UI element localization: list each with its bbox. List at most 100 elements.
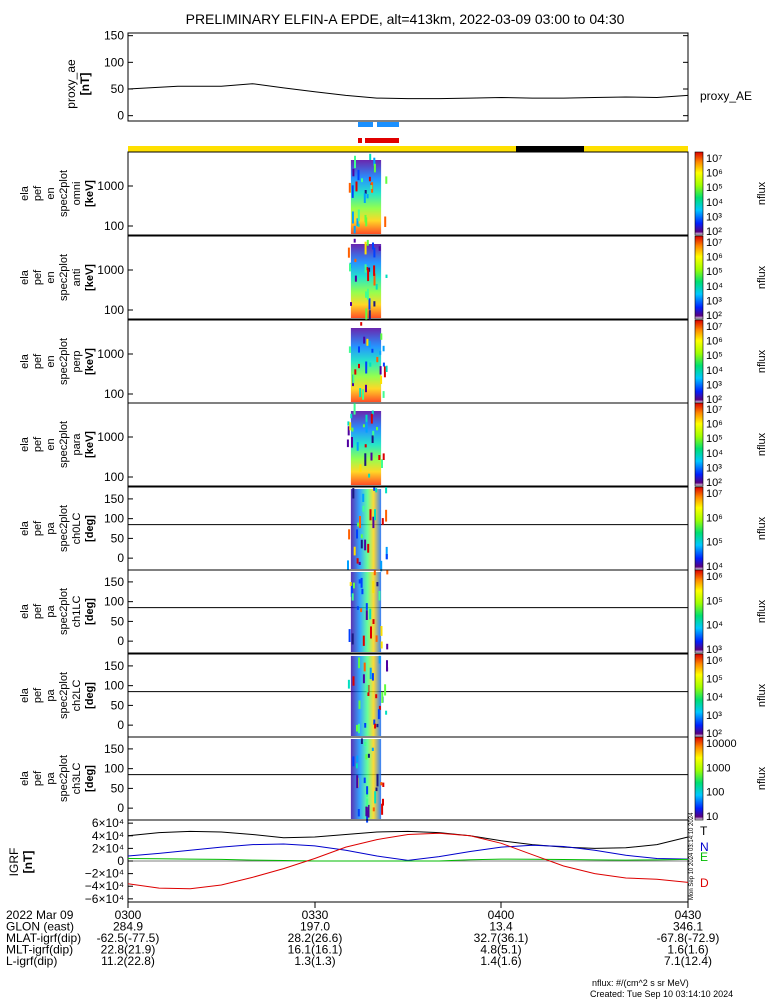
time-axis-value: 1.6(1.6) — [667, 943, 708, 957]
spectrogram-pixel — [357, 209, 360, 222]
spectrogram-pixel — [360, 534, 363, 539]
spectrogram-pixel — [370, 413, 373, 424]
spectrogram-pixel — [363, 336, 366, 344]
igrf-legend-d: D — [700, 876, 709, 890]
spectrogram-pixel — [347, 679, 350, 689]
igrf-series-d — [127, 832, 689, 890]
proxy-ae-legend: proxy_AE — [700, 89, 752, 103]
colorbar-tick-label: 10³ — [706, 211, 722, 223]
colorbar-tick-label: 10⁴ — [706, 197, 723, 209]
spectrogram-ylabel-line: en — [45, 438, 57, 450]
time-axis-value: 346.1 — [673, 920, 703, 934]
spectrogram-pixel — [356, 218, 359, 226]
spectrogram-pixel — [375, 635, 378, 642]
spectrogram-pixel — [364, 742, 367, 746]
spectrogram-pixel — [352, 374, 355, 384]
spectrogram-pixel — [348, 346, 351, 353]
colorbar-tick-label: 10⁶ — [706, 419, 723, 431]
spectrogram-pixel — [373, 301, 376, 307]
colorbar-tick-label: 10⁴ — [706, 692, 723, 704]
colorbar-gradient — [694, 319, 704, 404]
spectrogram-pixel — [381, 691, 384, 703]
spectrogram-panel-7: ela pef pa spec2plot ch2LC [deg] 150 100 50 0 — [19, 653, 689, 738]
spectrogram-data-region — [350, 489, 382, 569]
igrf-ylabel-line2: [nT] — [21, 851, 35, 874]
time-axis-row-label: L-igrf(dip) — [6, 954, 57, 968]
spectrogram-pixel — [373, 273, 376, 286]
spectrogram-panel-3: ela pef en spec2plot perp [keV] 1000 100 — [19, 319, 689, 404]
spectrogram-pixel — [378, 590, 381, 601]
spectrogram-tick-label: 100 — [104, 219, 124, 233]
spectrogram-pixel — [371, 747, 374, 751]
colorbar-gradient — [694, 736, 704, 821]
spectrogram-frame — [127, 402, 689, 487]
igrf-tick-label: 6×10⁴ — [92, 816, 124, 830]
colorbar-tick-label: 10⁵ — [706, 673, 723, 685]
spectrogram-pixel — [347, 421, 350, 426]
colorbar-tick-label: 10³ — [706, 644, 722, 656]
spectrogram-tick-label: 0 — [117, 551, 124, 565]
time-axis-row-label: MLAT-igrf(dip) — [6, 931, 81, 945]
spectrogram-ylabel-line: ela — [19, 353, 31, 369]
colorbar-3: 10⁷ 10⁶ 10⁵ 10⁴ 10³ 10² nflux — [694, 319, 768, 406]
spectrogram-pixel — [348, 629, 351, 642]
spectrogram-pixel — [382, 453, 385, 460]
spectrogram-pixel — [347, 560, 349, 570]
spectrogram-ylabel-line: ela — [19, 520, 31, 536]
spectrogram-pixel — [371, 435, 374, 443]
spectrogram-ylabel-line: ch3LC — [71, 763, 83, 795]
spectrogram-pixel — [351, 211, 354, 224]
igrf-series-e — [127, 858, 689, 862]
spectrogram-ylabel-line: pef — [32, 185, 44, 201]
time-axis-value: 32.7(36.1) — [474, 931, 529, 945]
science-zone-red-bar-b — [365, 138, 399, 143]
time-axis-value: 28.2(26.6) — [288, 931, 343, 945]
spectrogram-pixel — [376, 356, 379, 363]
spectrogram-pixel — [356, 755, 359, 763]
spectrogram-pixel — [373, 163, 376, 173]
spectrogram-pixel — [368, 176, 371, 182]
spectrogram-pixel — [373, 157, 376, 166]
spectrogram-pixel — [370, 185, 373, 189]
science-zone-blue-bar-b — [377, 122, 399, 127]
spectrogram-pixel — [360, 577, 363, 588]
sunlight-bar — [128, 146, 688, 152]
time-axis-value: 0300 — [115, 908, 142, 922]
spectrogram-pixel — [379, 366, 382, 375]
spectrogram-pixel — [386, 667, 389, 672]
spectrogram-ylabel-line: pa — [45, 605, 57, 618]
colorbar-gradient — [694, 235, 704, 320]
spectrogram-pixel — [356, 724, 358, 732]
spectrogram-pixel — [351, 427, 354, 432]
spectrogram-pixel — [353, 546, 356, 556]
spectrogram-tick-label: 0 — [117, 718, 124, 732]
colorbar-unit-label: nflux — [756, 516, 768, 540]
spectrogram-pixel — [374, 791, 377, 804]
time-axis-value: 7.1(12.4) — [664, 954, 712, 968]
time-axis-row-label: MLT-igrf(dip) — [6, 943, 73, 957]
colorbar-unit-label: nflux — [756, 181, 768, 205]
spectrogram-pixel — [366, 786, 369, 795]
spectrogram-ylabel-line: para — [71, 433, 83, 456]
spectrogram-pixel — [382, 782, 385, 787]
colorbar-7: 10⁶ 10⁵ 10⁴ 10³ 10² nflux — [694, 653, 768, 740]
spectrogram-pixel — [373, 265, 376, 276]
spectrogram-pixel — [373, 570, 376, 576]
spectrogram-pixel — [354, 258, 357, 263]
spectrogram-ylabel-line: pef — [32, 770, 44, 786]
colorbar-tick-label: 10³ — [706, 462, 722, 474]
spectrogram-pixel — [385, 710, 388, 715]
spectrogram-ylabel-line: [deg] — [84, 765, 96, 792]
spectrogram-pixel — [357, 809, 360, 817]
spectrogram-pixel — [369, 153, 372, 160]
spectrogram-ylabel-line: en — [45, 355, 57, 367]
colorbar-tick-label: 10² — [706, 226, 722, 238]
spectrogram-ylabel-line: ela — [19, 185, 31, 201]
colorbar-gradient — [694, 402, 704, 487]
spectrogram-ylabel-line: [deg] — [84, 598, 96, 625]
spectrogram-ylabel-line: spec2plot — [58, 755, 70, 802]
spectrogram-pixel — [375, 283, 378, 290]
time-axis-value: 0400 — [488, 908, 515, 922]
shadow-bar — [516, 146, 584, 152]
